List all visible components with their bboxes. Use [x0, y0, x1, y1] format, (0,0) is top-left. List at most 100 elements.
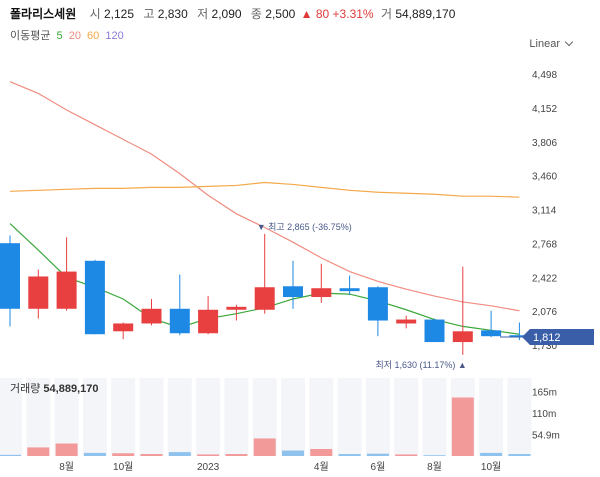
candle-body[interactable]: [28, 276, 49, 309]
current-price-tag: [522, 328, 594, 345]
ma-legend-title: 이동평균: [10, 30, 51, 42]
volume-column-bg: [111, 378, 136, 456]
close-label: 종: [250, 7, 262, 21]
candle-body[interactable]: [283, 286, 303, 298]
candle-body[interactable]: [254, 287, 275, 310]
price-tick-label: 4,152: [532, 104, 557, 115]
volume-column-bg: [422, 378, 447, 456]
volume-bar[interactable]: [168, 452, 191, 456]
x-tick-label: 8월: [59, 461, 74, 473]
price-tick-label: 2,076: [532, 307, 557, 318]
candle-body[interactable]: [424, 319, 445, 343]
moving-average-legend[interactable]: 이동평균 5 20 60 120: [10, 27, 127, 45]
volume-bar[interactable]: [338, 454, 361, 456]
x-tick-label: 4월: [314, 461, 329, 473]
candle-body[interactable]: [56, 271, 77, 309]
volume-column-bg: [54, 378, 79, 456]
price-tick-label: 3,806: [532, 138, 557, 149]
volume-bar[interactable]: [225, 454, 248, 456]
volume-bar[interactable]: [395, 454, 418, 456]
x-tick-label: 2023: [197, 462, 220, 473]
volume-bar[interactable]: [112, 453, 135, 456]
volume-column-bg: [26, 378, 51, 456]
ma-legend-20: 20: [68, 30, 81, 42]
open-value: 2,125: [103, 7, 135, 21]
candle-body[interactable]: [84, 260, 105, 335]
high-value: 2,830: [157, 7, 188, 21]
x-tick-label: 10월: [481, 461, 501, 473]
ma-line-20: [9, 81, 520, 312]
volume-column-bg: [281, 378, 305, 456]
volume-column-bg: [394, 378, 419, 456]
price-tick-label: 1,730: [532, 341, 557, 352]
volume-column-bg: [196, 378, 221, 456]
candle-body[interactable]: [226, 306, 247, 310]
ma-line-60: [9, 181, 520, 198]
volume-panel-value: 54,889,170: [43, 383, 98, 395]
scale-mode-dropdown[interactable]: Linear: [529, 37, 574, 50]
volume-column-bg: [309, 378, 334, 456]
volume-bar[interactable]: [282, 450, 304, 456]
volume-label: 거: [380, 7, 392, 21]
volume-bar[interactable]: [366, 453, 389, 456]
current-price-label: 1,812: [533, 332, 561, 344]
ma-legend-60: 60: [87, 30, 100, 42]
candle-body[interactable]: [169, 308, 190, 334]
volume-value: 54,889,170: [395, 7, 456, 21]
volume-bar[interactable]: [253, 438, 276, 456]
volume-bar[interactable]: [83, 452, 106, 456]
volume-bar[interactable]: [508, 454, 531, 456]
volume-bar[interactable]: [0, 454, 21, 456]
x-tick-label: 10월: [113, 461, 133, 473]
stock-name: 폴라리스세원: [10, 7, 77, 21]
candle-body[interactable]: [0, 243, 20, 309]
volume-column-bg: [337, 378, 362, 456]
ma-legend-5: 5: [56, 30, 63, 42]
candle-body[interactable]: [452, 331, 473, 343]
price-tick-label: 4,498: [532, 70, 557, 81]
volume-bar[interactable]: [140, 454, 163, 456]
volume-column-bg: [139, 378, 164, 456]
candle-body[interactable]: [509, 335, 530, 338]
volume-column-bg: [507, 378, 532, 456]
candle-body[interactable]: [311, 288, 332, 298]
volume-panel-title: 거래량 54,889,170: [10, 382, 98, 395]
candle-body[interactable]: [141, 308, 162, 324]
price-tick-label: 3,460: [532, 172, 557, 183]
scale-mode-label: Linear: [529, 38, 560, 50]
change-value: ▲ 80 +3.31%: [300, 7, 374, 21]
candle-body[interactable]: [396, 319, 417, 324]
volume-bar[interactable]: [197, 454, 220, 456]
volume-bar[interactable]: [451, 397, 474, 457]
volume-bar[interactable]: [423, 455, 446, 456]
price-tick-label: 2,768: [532, 239, 557, 250]
volume-column-bg: [224, 378, 249, 456]
open-label: 시: [89, 7, 101, 21]
x-tick-label: 8월: [427, 461, 442, 473]
volume-tick-label: 54.9m: [532, 431, 560, 442]
volume-tick-label: 110m: [532, 409, 556, 420]
max-price-annotation: ▼ 최고 2,865 (-36.75%): [257, 222, 352, 232]
x-tick-label: 6월: [371, 461, 386, 473]
volume-column-bg: [0, 378, 22, 456]
volume-bar[interactable]: [310, 448, 333, 456]
volume-tick-label: 165m: [532, 388, 557, 399]
volume-bar[interactable]: [480, 452, 503, 456]
close-value: 2,500: [265, 7, 296, 21]
ma-legend-120: 120: [105, 30, 124, 42]
candle-body[interactable]: [481, 330, 502, 337]
volume-column-bg: [82, 378, 107, 456]
volume-bar[interactable]: [27, 447, 50, 456]
price-tick-label: 2,422: [532, 273, 557, 284]
price-tick-label: 3,114: [532, 206, 557, 217]
candle-body[interactable]: [367, 287, 388, 321]
volume-column-bg: [479, 378, 504, 456]
volume-bar[interactable]: [55, 443, 78, 456]
high-label: 고: [143, 7, 155, 21]
stock-header: 폴라리스세원 시 2,125 고 2,830 저 2,090 종 2,500 ▲…: [10, 4, 600, 24]
candle-body[interactable]: [339, 288, 360, 292]
candle-body[interactable]: [113, 323, 134, 332]
volume-column-bg: [365, 378, 390, 456]
candle-body[interactable]: [198, 309, 219, 334]
